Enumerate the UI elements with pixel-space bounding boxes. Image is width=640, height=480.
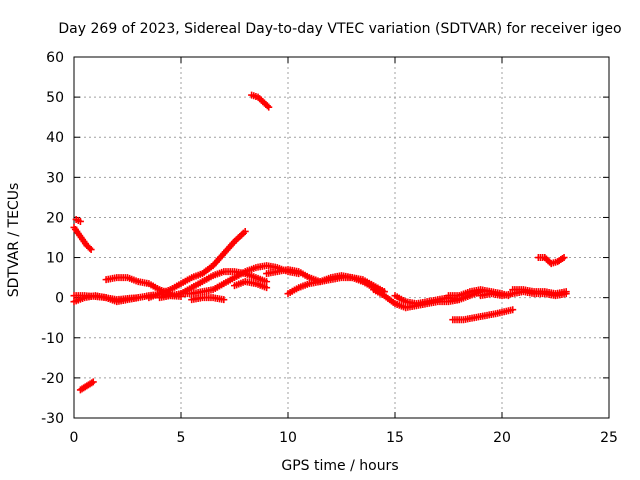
y-tick-label: 40 [46,130,64,146]
data-point [87,246,95,254]
data-point [220,296,228,304]
series-arc-n [284,272,388,298]
series-arc-t [509,286,570,298]
x-tick-label: 5 [177,430,186,446]
y-tick-label: 50 [46,90,64,106]
x-axis: 0 5 10 15 20 25 [70,57,618,446]
x-tick-label: 20 [493,430,511,446]
chart-grid [74,57,609,418]
y-tick-label: -10 [41,331,64,347]
plot-frame [73,56,610,419]
data-point [263,102,271,110]
x-axis-label: GPS time / hours [281,458,398,474]
data-point [241,227,249,235]
y-tick-label: 0 [55,291,64,307]
y-tick-label: 20 [46,210,64,226]
series-arc-b [72,215,84,225]
y-tick-label: 10 [46,251,64,267]
series-arc-l [248,91,273,111]
y-axis: -30 -20 -10 0 10 20 30 40 50 60 [41,50,609,427]
series-arc-r [449,306,517,324]
data-points [70,91,570,394]
data-point [76,217,84,225]
data-point [89,378,97,386]
x-tick-label: 25 [600,430,618,446]
series-arc-e [70,292,142,306]
y-axis-label: SDTVAR / TECUs [6,183,22,298]
x-tick-label: 10 [279,430,297,446]
data-point [86,244,94,252]
x-tick-label: 0 [70,430,79,446]
data-point [263,278,271,286]
series-arc-u [534,254,568,268]
data-point [562,288,570,296]
series-arc-p [391,292,463,308]
series-arc-c [76,378,97,394]
series-arc-g [145,227,249,302]
data-point [263,284,271,292]
data-point [265,103,273,111]
data-point [134,294,142,302]
y-tick-label: -30 [41,411,64,427]
data-point [509,306,517,314]
series-arc-k [231,278,271,292]
y-tick-label: 30 [46,170,64,186]
x-tick-label: 15 [386,430,404,446]
series-arc-a [70,223,95,254]
series-arc-j [188,294,228,304]
y-tick-label: -20 [41,371,64,387]
chart-title: Day 269 of 2023, Sidereal Day-to-day VTE… [58,21,621,37]
y-tick-label: 60 [46,50,64,66]
data-point [560,254,568,262]
